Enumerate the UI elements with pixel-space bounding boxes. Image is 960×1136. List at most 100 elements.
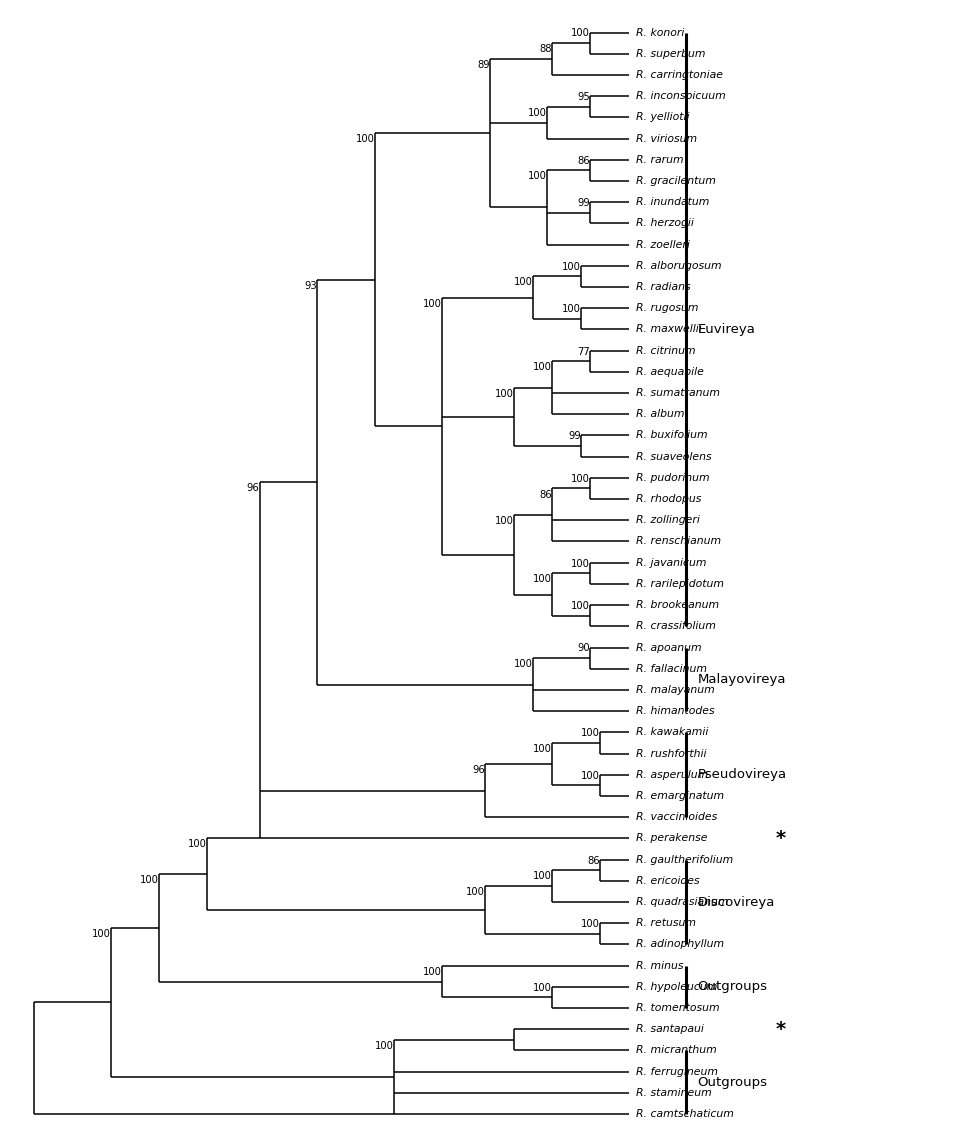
Text: R. pudorinum: R. pudorinum (636, 473, 709, 483)
Text: R. aequabile: R. aequabile (636, 367, 704, 377)
Text: R. rugosum: R. rugosum (636, 303, 699, 314)
Text: 86: 86 (578, 156, 590, 166)
Text: Malayovireya: Malayovireya (698, 673, 786, 686)
Text: 100: 100 (581, 728, 600, 738)
Text: *: * (776, 1020, 785, 1038)
Text: R. inundatum: R. inundatum (636, 198, 709, 207)
Text: R. adinophyllum: R. adinophyllum (636, 939, 725, 950)
Text: R. fallacinum: R. fallacinum (636, 663, 708, 674)
Text: R. zollingeri: R. zollingeri (636, 516, 700, 525)
Text: 96: 96 (247, 483, 259, 493)
Text: R. kawakamii: R. kawakamii (636, 727, 708, 737)
Text: 100: 100 (188, 840, 206, 850)
Text: R. rhodopus: R. rhodopus (636, 494, 702, 504)
Text: R. rarilepidotum: R. rarilepidotum (636, 579, 724, 588)
Text: R. buxifolium: R. buxifolium (636, 431, 708, 441)
Text: R. alborugosum: R. alborugosum (636, 261, 722, 270)
Text: R. suaveolens: R. suaveolens (636, 452, 712, 461)
Text: R. crassifolium: R. crassifolium (636, 621, 716, 632)
Text: R. zoelleri: R. zoelleri (636, 240, 690, 250)
Text: 100: 100 (581, 770, 600, 780)
Text: Outgroups: Outgroups (698, 1076, 768, 1088)
Text: 100: 100 (92, 929, 111, 939)
Text: 100: 100 (571, 474, 590, 484)
Text: 100: 100 (562, 261, 581, 272)
Text: 99: 99 (578, 198, 590, 208)
Text: R. renschianum: R. renschianum (636, 536, 721, 546)
Text: R. album: R. album (636, 409, 684, 419)
Text: R. konori: R. konori (636, 27, 684, 37)
Text: 86: 86 (588, 855, 600, 866)
Text: R. ericoides: R. ericoides (636, 876, 700, 886)
Text: R. hypoleucum: R. hypoleucum (636, 982, 718, 992)
Text: R. sumatranum: R. sumatranum (636, 389, 720, 398)
Text: R. asperulum: R. asperulum (636, 770, 708, 779)
Text: R. apoanum: R. apoanum (636, 643, 702, 652)
Text: R. citrinum: R. citrinum (636, 345, 696, 356)
Text: 100: 100 (533, 362, 552, 373)
Text: R. quadrasianum: R. quadrasianum (636, 897, 729, 907)
Text: R. gaultherifolium: R. gaultherifolium (636, 854, 733, 864)
Text: R. santapaui: R. santapaui (636, 1025, 704, 1034)
Text: R. tomentosum: R. tomentosum (636, 1003, 720, 1013)
Text: R. maxwellii: R. maxwellii (636, 325, 702, 334)
Text: 100: 100 (571, 28, 590, 39)
Text: R. malayanum: R. malayanum (636, 685, 715, 695)
Text: 100: 100 (466, 887, 485, 897)
Text: 100: 100 (422, 967, 442, 977)
Text: R. ferrugineum: R. ferrugineum (636, 1067, 718, 1077)
Text: R. rushforthii: R. rushforthii (636, 749, 707, 759)
Text: 96: 96 (472, 766, 485, 775)
Text: R. minus: R. minus (636, 961, 684, 970)
Text: 100: 100 (355, 134, 374, 144)
Text: R. radians: R. radians (636, 282, 691, 292)
Text: R. himantodes: R. himantodes (636, 707, 715, 716)
Text: 100: 100 (422, 299, 442, 309)
Text: 100: 100 (514, 659, 533, 669)
Text: 100: 100 (140, 875, 158, 885)
Text: R. superbum: R. superbum (636, 49, 706, 59)
Text: 100: 100 (533, 983, 552, 993)
Text: 77: 77 (578, 346, 590, 357)
Text: R. retusum: R. retusum (636, 918, 696, 928)
Text: R. vaccinioides: R. vaccinioides (636, 812, 717, 822)
Text: R. inconspicuum: R. inconspicuum (636, 91, 726, 101)
Text: R. stamineum: R. stamineum (636, 1088, 712, 1097)
Text: Discovireya: Discovireya (698, 895, 775, 909)
Text: 100: 100 (533, 871, 552, 882)
Text: 100: 100 (581, 919, 600, 929)
Text: 100: 100 (571, 559, 590, 569)
Text: R. carringtoniae: R. carringtoniae (636, 70, 723, 80)
Text: 100: 100 (533, 575, 552, 584)
Text: 99: 99 (568, 432, 581, 442)
Text: 100: 100 (528, 172, 547, 182)
Text: R. viriosum: R. viriosum (636, 134, 697, 143)
Text: R. gracilentum: R. gracilentum (636, 176, 716, 186)
Text: 100: 100 (374, 1041, 394, 1051)
Text: R. camtschaticum: R. camtschaticum (636, 1109, 734, 1119)
Text: 100: 100 (533, 744, 552, 754)
Text: 93: 93 (304, 281, 317, 291)
Text: Outgroups: Outgroups (698, 980, 768, 993)
Text: R. perakense: R. perakense (636, 834, 708, 843)
Text: 100: 100 (562, 304, 581, 315)
Text: 100: 100 (494, 516, 514, 526)
Text: 88: 88 (540, 44, 552, 55)
Text: R. micranthum: R. micranthum (636, 1045, 717, 1055)
Text: 100: 100 (528, 108, 547, 118)
Text: R. brookeanum: R. brookeanum (636, 600, 719, 610)
Text: *: * (776, 829, 785, 847)
Text: 100: 100 (494, 389, 514, 399)
Text: Euvireya: Euvireya (698, 323, 756, 336)
Text: 100: 100 (571, 601, 590, 611)
Text: Pseudovireya: Pseudovireya (698, 768, 787, 782)
Text: 86: 86 (540, 490, 552, 500)
Text: R. emarginatum: R. emarginatum (636, 791, 725, 801)
Text: R. yelliotii: R. yelliotii (636, 112, 689, 123)
Text: 89: 89 (477, 60, 490, 70)
Text: 95: 95 (578, 92, 590, 102)
Text: R. javanicum: R. javanicum (636, 558, 707, 568)
Text: R. herzogii: R. herzogii (636, 218, 694, 228)
Text: 100: 100 (514, 277, 533, 287)
Text: 90: 90 (578, 643, 590, 653)
